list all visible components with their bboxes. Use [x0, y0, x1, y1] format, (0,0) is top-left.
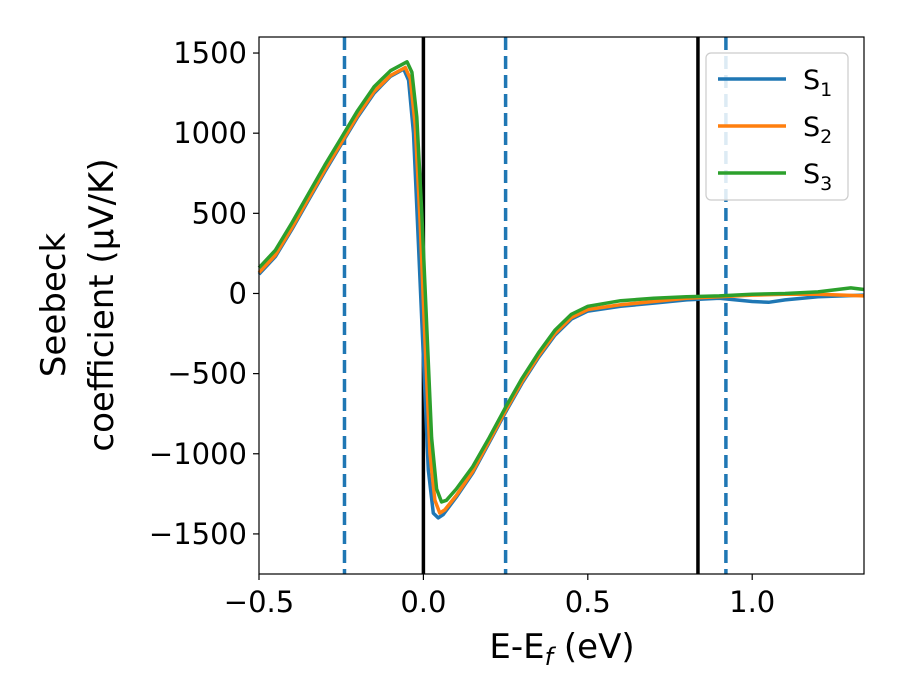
series-line-s3 [257, 60, 865, 504]
legend-label-subscript: 2 [820, 126, 832, 148]
legend-label-subscript: 1 [820, 79, 832, 101]
x-axis-title-main: E-E [489, 627, 544, 667]
plot-frame [258, 36, 865, 575]
x-axis-title: E-Ef (eV) [489, 627, 634, 671]
y-tick-label: −1000 [149, 437, 247, 471]
ticks-layer: −0.5 0.0 0.5 1.0 −1500 −1000 −500 0 500 1000 1500 [149, 36, 775, 619]
series-line-s2 [257, 65, 865, 515]
legend-label-main: S [803, 65, 820, 96]
x-tick-label: 0.0 [400, 585, 446, 619]
legend-label: S2 [803, 112, 832, 148]
legend-label-main: S [803, 159, 820, 190]
y-tick-label: 500 [192, 196, 247, 230]
y-tick-label: −500 [167, 357, 247, 391]
y-tick-label: 1500 [173, 36, 247, 70]
legend-label-main: S [803, 112, 820, 143]
x-axis-title-unit: (eV) [553, 627, 635, 667]
y-tick-label: 0 [229, 276, 247, 310]
legend-label: S1 [803, 65, 832, 101]
x-tick-label: −0.5 [224, 585, 294, 619]
vertical-lines-layer [342, 37, 728, 574]
y-axis-title-line2: coefficient (μV/K) [82, 158, 122, 451]
y-tick-label: −1500 [149, 517, 247, 551]
legend-label-subscript: 3 [820, 173, 832, 195]
x-tick-label: 0.5 [565, 585, 611, 619]
legend-label: S3 [803, 159, 832, 195]
y-axis-title-line1: Seebeck [34, 233, 74, 378]
series-layer [257, 60, 865, 520]
x-tick-label: 1.0 [729, 585, 775, 619]
y-tick-label: 1000 [173, 116, 247, 150]
